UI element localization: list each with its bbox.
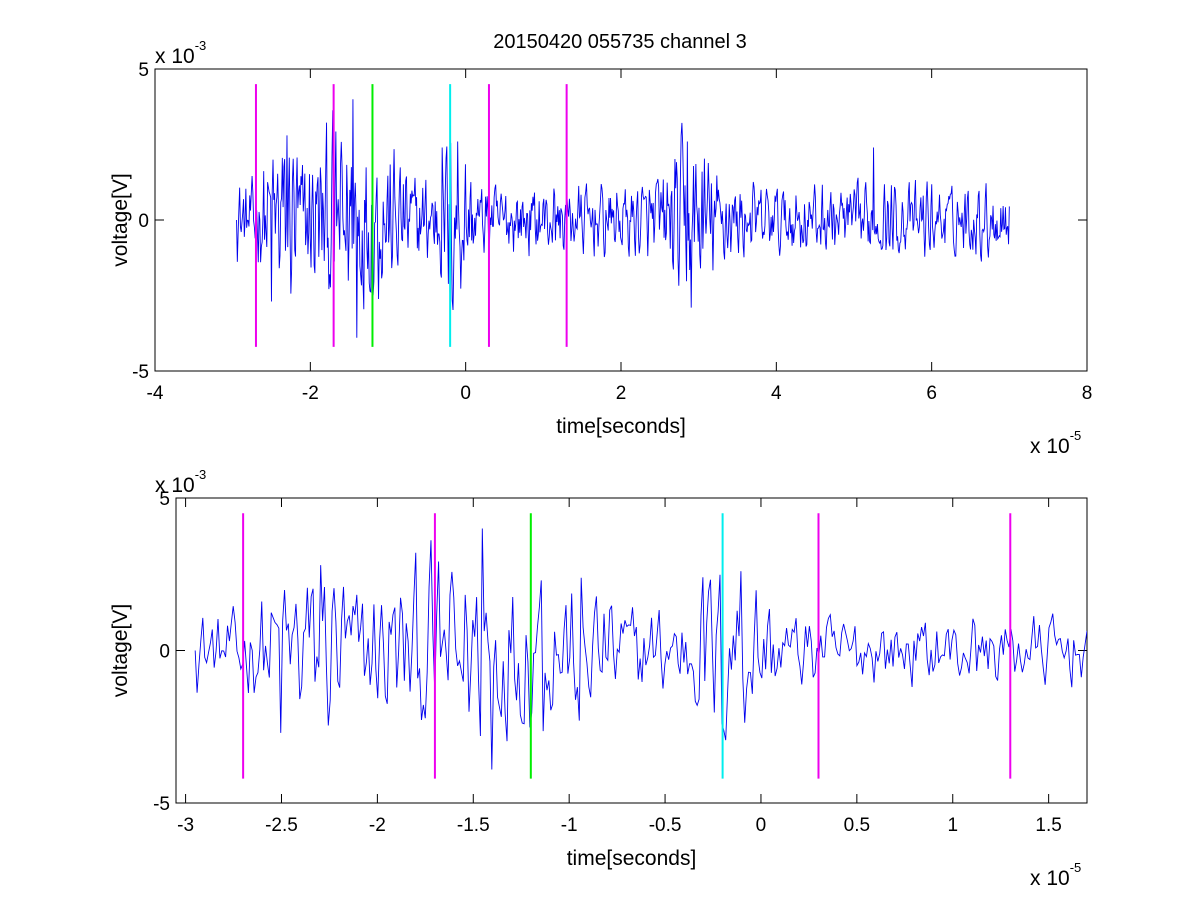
y-tick-label: 5 — [159, 489, 170, 510]
figure-title: 20150420 055735 channel 3 — [493, 31, 747, 53]
x-tick-label: 2 — [616, 383, 627, 404]
x-tick-label: 4 — [771, 383, 782, 404]
x-tick-label: -2 — [369, 815, 386, 836]
y-tick-label: 0 — [159, 642, 170, 663]
y-tick-label: -5 — [132, 362, 149, 383]
voltage-series-line — [194, 528, 1087, 770]
x-tick-label: 1.5 — [1035, 815, 1061, 836]
y-exponent-label: x 10-3 — [155, 38, 206, 68]
x-tick-label: 1 — [947, 815, 958, 836]
axes-box — [154, 68, 1088, 372]
x-tick-label: 0.5 — [844, 815, 870, 836]
x-tick-label: -2 — [302, 383, 319, 404]
x-tick-label: 8 — [1082, 383, 1093, 404]
x-tick-label: -2.5 — [265, 815, 298, 836]
x-tick-label: 6 — [926, 383, 937, 404]
axes-box — [175, 497, 1088, 804]
bottom-plot: -3 -2.5 -2 -1.5 -1 -0.5 0 0.5 1 1.5 -5 0 5 time[secon… — [109, 467, 1088, 890]
y-tick-label: -5 — [153, 794, 170, 815]
x-exponent-label: x 10-5 — [1030, 428, 1081, 458]
x-tick-label: -4 — [147, 383, 164, 404]
y-tick-label: 5 — [138, 60, 149, 81]
voltage-series-line — [236, 99, 1010, 338]
x-axis-label: time[seconds] — [567, 847, 697, 870]
x-tick-label: -0.5 — [649, 815, 682, 836]
y-axis-label: voltage[V] — [109, 173, 132, 266]
x-tick-label: -1 — [561, 815, 578, 836]
x-axis-label: time[seconds] — [556, 415, 686, 438]
x-tick-label: 0 — [756, 815, 767, 836]
x-tick-label: -3 — [177, 815, 194, 836]
top-plot: -4 -2 0 2 4 6 8 -5 0 5 time[seconds] voltage[V] x 10… — [109, 38, 1092, 458]
x-exponent-label: x 10-5 — [1030, 860, 1081, 890]
y-tick-label: 0 — [138, 211, 149, 232]
x-tick-label: -1.5 — [457, 815, 490, 836]
y-axis-label: voltage[V] — [109, 604, 132, 697]
x-tick-label: 0 — [460, 383, 471, 404]
y-exponent-label: x 10-3 — [155, 467, 206, 497]
